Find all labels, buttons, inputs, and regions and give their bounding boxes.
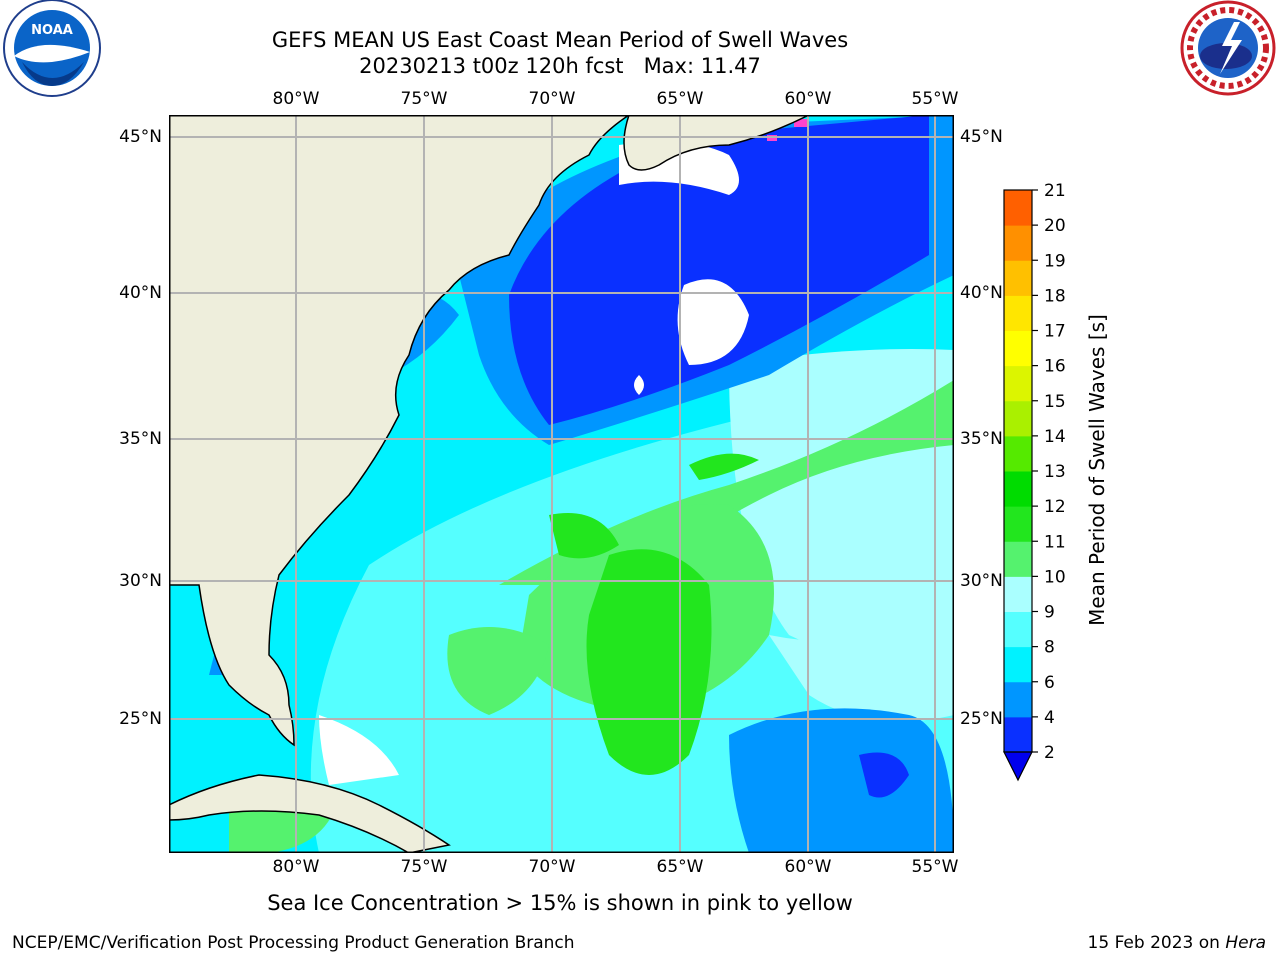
colorbar-label: Mean Period of Swell Waves [s] (1085, 314, 1109, 626)
colorbar-segment (1004, 225, 1032, 261)
colorbar-tick-label: 20 (1044, 216, 1066, 236)
footer-host: Hera (1225, 933, 1266, 953)
lon-label-top: 75°W (400, 89, 448, 109)
noaa-logo-text: NOAA (31, 23, 73, 38)
colorbar-tick-label: 16 (1044, 357, 1066, 377)
graticule (169, 115, 954, 853)
colorbar-segment (1004, 190, 1032, 226)
colorbar-segment (1004, 471, 1032, 507)
colorbar-tick-label: 14 (1044, 427, 1066, 447)
lon-label-bottom: 55°W (911, 857, 959, 877)
lon-label-bottom: 65°W (656, 857, 704, 877)
colorbar-tick-label: 19 (1044, 251, 1066, 271)
lon-label-bottom: 70°W (528, 857, 576, 877)
colorbar-segment (1004, 541, 1032, 577)
colorbar-tick-label: 15 (1044, 392, 1066, 412)
footer-date: 15 Feb 2023 on Hera (1088, 932, 1266, 954)
footer-credit: NCEP/EMC/Verification Post Processing Pr… (12, 933, 575, 953)
lon-label-top: 80°W (272, 89, 320, 109)
colorbar-segment (1004, 260, 1032, 296)
colorbar-underflow (1003, 751, 1033, 782)
lon-label-top: 55°W (911, 89, 959, 109)
canada-land (623, 115, 810, 171)
lon-label-top: 70°W (528, 89, 576, 109)
colorbar-tick-label: 11 (1044, 532, 1066, 552)
north-america-land (169, 115, 631, 747)
lon-label-bottom: 75°W (400, 857, 448, 877)
colorbar-segment (1004, 400, 1032, 437)
colorbar-tick-label: 8 (1044, 638, 1055, 658)
colorbar: 2 4 6 8 9 10 11 12 13 14 15 16 17 18 19 20 21 (996, 181, 1076, 786)
lat-label-left: 35°N (119, 429, 162, 449)
lon-label-bottom: 80°W (272, 857, 320, 877)
lat-label-right: 30°N (960, 571, 1003, 591)
colorbar-segment (1004, 435, 1032, 472)
chart-subtitle: 20230213 t00z 120h fcst Max: 11.47 (359, 54, 761, 78)
lat-label-right: 45°N (960, 127, 1003, 147)
colorbar-segment (1004, 365, 1032, 402)
colorbar-tick-label: 12 (1044, 497, 1066, 517)
colorbar-tick-label: 6 (1044, 673, 1055, 693)
colorbar-tick-label: 21 (1044, 182, 1066, 201)
footer-date-text: 15 Feb 2023 on (1087, 933, 1226, 953)
colorbar-tick-label: 18 (1044, 286, 1066, 306)
colorbar-tick-label: 17 (1044, 322, 1066, 342)
cuba-land (169, 774, 451, 853)
colorbar-tick-label: 10 (1044, 567, 1066, 587)
colorbar-tick-label: 9 (1044, 603, 1055, 623)
chart-title: GEFS MEAN US East Coast Mean Period of S… (271, 28, 849, 52)
lat-label-left: 30°N (119, 571, 162, 591)
colorbar-segment (1004, 506, 1032, 542)
colorbar-tick-label: 4 (1044, 708, 1055, 728)
lat-label-right: 25°N (960, 709, 1003, 729)
sea-ice-caption: Sea Ice Concentration > 15% is shown in … (267, 891, 853, 915)
lat-label-left: 25°N (119, 709, 162, 729)
colorbar-segment (1004, 576, 1032, 612)
map-frame (169, 115, 954, 853)
lon-label-bottom: 60°W (784, 857, 832, 877)
noaa-logo: NOAA (0, 0, 108, 100)
lat-label-left: 45°N (119, 127, 162, 147)
colorbar-tick-label: 2 (1044, 743, 1055, 763)
colorbar-segment (1004, 295, 1032, 331)
lat-label-right: 40°N (960, 283, 1003, 303)
lon-label-top: 60°W (784, 89, 832, 109)
colorbar-tick-label: 13 (1044, 462, 1066, 482)
lat-label-right: 35°N (960, 429, 1003, 449)
colorbar-segment (1004, 330, 1032, 367)
nws-logo (1176, 0, 1280, 100)
lat-label-left: 40°N (119, 283, 162, 303)
lon-label-top: 65°W (656, 89, 704, 109)
swell-period-map (169, 115, 954, 853)
colorbar-segment (1004, 646, 1032, 683)
colorbar-segment (1004, 611, 1032, 648)
colorbar-segment (1004, 681, 1032, 718)
colorbar-segment (1004, 716, 1032, 753)
